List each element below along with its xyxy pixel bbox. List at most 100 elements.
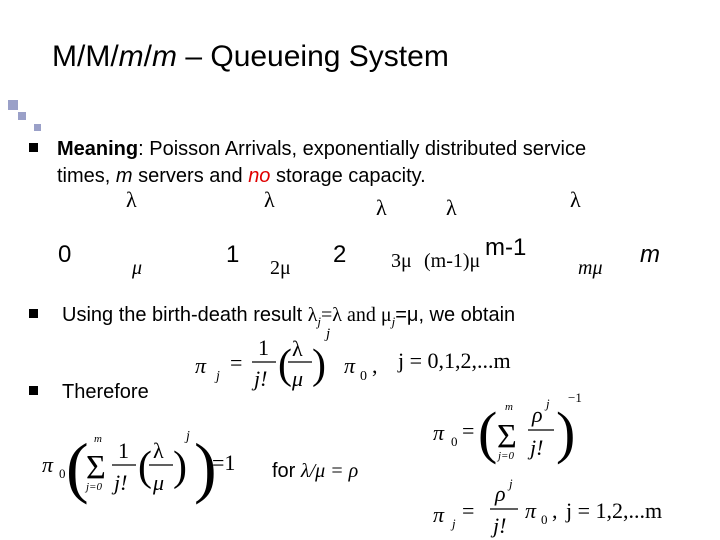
formula-token: m <box>505 401 513 413</box>
formula-token: 0 <box>360 369 367 384</box>
formula-token: π <box>344 353 356 378</box>
bullet-part: times, <box>57 165 116 187</box>
formula-token: λ <box>153 438 164 463</box>
formula-token: j! <box>490 513 506 538</box>
formula: π j = ρ j j! π 0 , j = 1,2,...m <box>433 476 662 538</box>
formula-token: j <box>184 429 190 444</box>
formula-token: μ <box>152 470 164 495</box>
formula-token: π <box>433 502 445 527</box>
arrival-rate: λ <box>376 195 387 220</box>
formula-token: j <box>544 396 550 411</box>
paren: ( <box>478 400 497 465</box>
formula-token: j=0 <box>84 481 102 493</box>
bullet: Using the birth-death result λj=λ and μj… <box>62 304 515 329</box>
bullet-part: j <box>390 314 396 329</box>
note: for λ/μ = ρ <box>272 460 358 482</box>
bullet-part: λ <box>308 304 318 326</box>
formula-token: =1 <box>212 450 235 475</box>
bullet-part: m <box>116 165 133 187</box>
arrival-rate: λ <box>264 187 275 212</box>
bullet-part: : Poisson Arrivals, exponentially distri… <box>138 138 586 160</box>
title-part: / <box>144 40 153 73</box>
formula-token: ρ <box>531 402 543 427</box>
title-part: M/M/ <box>52 40 119 73</box>
formula-token: j! <box>251 366 267 391</box>
service-rate: mμ <box>578 257 602 279</box>
formula: π j = 1 j! ( λ μ ) j π 0 , j = 0,1,2,...… <box>195 326 511 391</box>
formula-token: j=0 <box>496 450 514 462</box>
arrival-rate: λ <box>570 187 581 212</box>
service-rate: 2μ <box>270 257 291 279</box>
formula-token: Σ <box>497 418 517 455</box>
formula-token: j <box>507 476 513 491</box>
formula-token: = <box>230 350 242 375</box>
service-rate: 3μ <box>391 250 412 272</box>
formula-token: Σ <box>86 449 106 486</box>
formula-token: π <box>42 452 54 477</box>
bullet-part: no <box>248 165 270 187</box>
bullet-part: Using the birth-death result <box>62 304 308 326</box>
bullet: Therefore <box>62 381 149 403</box>
paren: ) <box>194 429 217 505</box>
formula-token: μ <box>291 366 303 391</box>
note-part: for <box>272 460 301 482</box>
formula-token: π <box>433 420 445 445</box>
state: 0 <box>58 241 71 268</box>
formula: π 0 = ( Σ m j=0 ρ j j! ) −1 <box>433 390 582 465</box>
state: m-1 <box>485 234 526 261</box>
formula-token: ρ <box>494 481 506 506</box>
arrival-rates: λ λ λ λ λ <box>126 187 581 220</box>
bullet-part: =μ, we obtain <box>395 304 515 326</box>
formula-token: π <box>195 353 207 378</box>
arrival-rate: λ <box>446 195 457 220</box>
states: 0 1 2 m-1 m <box>58 234 660 268</box>
formula-token: = <box>462 498 474 523</box>
formula-token: j <box>214 369 220 384</box>
formula-token: 0 <box>541 512 548 527</box>
formula-token: j! <box>527 435 543 460</box>
title-part: m <box>119 40 144 73</box>
formula-token: j! <box>111 470 127 495</box>
bullet-markers <box>29 143 38 395</box>
formula-token: 1 <box>258 335 269 360</box>
paren: ( <box>138 444 152 490</box>
bullet-part: μ <box>381 304 392 326</box>
state: m <box>640 241 660 268</box>
formula: π 0 ( Σ m j=0 1 j! ( λ μ ) j ) =1 <box>42 429 235 505</box>
formula-token: 0 <box>451 434 458 449</box>
formula-token: 1 <box>118 438 129 463</box>
title-part: – Queueing System <box>177 40 449 73</box>
formula-token: m <box>94 433 102 445</box>
formula-token: j = 0,1,2,...m <box>397 348 511 373</box>
state: 2 <box>333 241 346 268</box>
paren: ( <box>278 342 292 388</box>
paren: ) <box>312 342 326 388</box>
bullet-part: Meaning <box>57 138 138 160</box>
bullet-part: servers and <box>133 165 249 187</box>
service-rate: (m-1)μ <box>424 250 480 272</box>
bullet-part: j <box>315 314 321 329</box>
formula-token: , <box>372 353 378 378</box>
paren: ) <box>556 400 575 465</box>
paren: ( <box>66 429 89 505</box>
formula-token: 0 <box>59 466 66 481</box>
formula-token: = <box>462 418 474 443</box>
bullet-part: =λ and <box>321 304 381 326</box>
formula-token: π <box>525 498 537 523</box>
paren: ) <box>173 444 187 490</box>
bullet: Meaning: Poisson Arrivals, exponentially… <box>57 138 592 187</box>
formula-token: −1 <box>568 390 582 405</box>
formula-token: j <box>450 516 456 531</box>
formula-token: j = 1,2,...m <box>565 498 662 523</box>
title-part: m <box>152 40 177 73</box>
formula-token: λ <box>292 336 303 361</box>
bullet-part: storage capacity. <box>270 165 425 187</box>
formula-token: , <box>552 498 558 523</box>
slide-title: M/M/m/m – Queueing System <box>52 40 449 73</box>
note-part: λ/μ = ρ <box>300 460 358 482</box>
service-rate: μ <box>131 257 142 279</box>
service-rates: μ 2μ 3μ (m-1)μ mμ <box>131 250 602 279</box>
state: 1 <box>226 241 239 268</box>
arrival-rate: λ <box>126 187 137 212</box>
